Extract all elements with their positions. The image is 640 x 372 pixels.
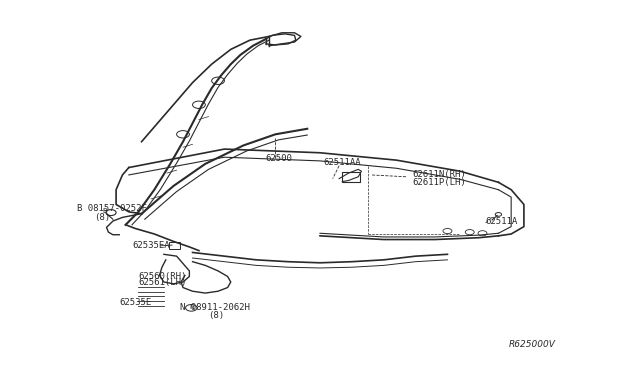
Text: N: N	[189, 305, 194, 310]
Text: B: B	[102, 208, 107, 215]
Text: 62535E: 62535E	[119, 298, 152, 307]
Text: 62560(RH): 62560(RH)	[138, 272, 187, 281]
Text: (8): (8)	[94, 213, 110, 222]
Bar	[169, 242, 180, 249]
Text: 62561(LH): 62561(LH)	[138, 278, 187, 287]
Text: 62511AA: 62511AA	[323, 157, 361, 167]
Text: 62611P(LH): 62611P(LH)	[412, 178, 466, 187]
Text: 62611N(RH): 62611N(RH)	[412, 170, 466, 179]
Text: B 08157-0252F: B 08157-0252F	[77, 203, 147, 213]
Text: (8): (8)	[209, 311, 225, 320]
Text: 62535EA: 62535EA	[132, 241, 170, 250]
Text: 62500: 62500	[266, 154, 292, 163]
Text: N 08911-2062H: N 08911-2062H	[180, 303, 250, 312]
Bar	[342, 172, 360, 182]
Text: R625000V: R625000V	[509, 340, 556, 349]
Text: 62511A: 62511A	[486, 217, 518, 225]
